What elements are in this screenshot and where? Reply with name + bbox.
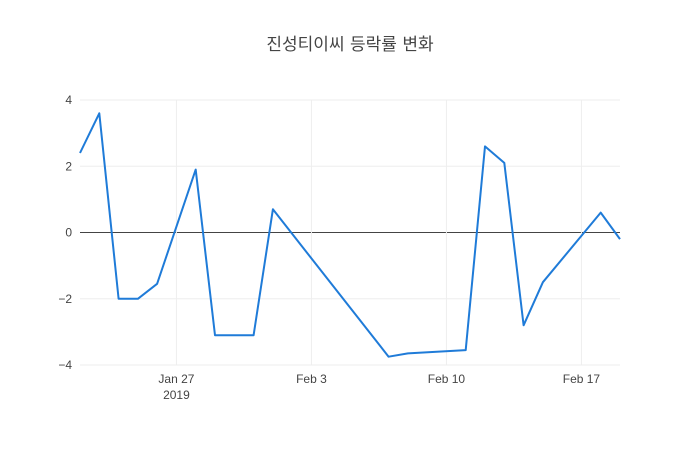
chart-title: 진성티이씨 등락률 변화 bbox=[266, 35, 434, 55]
grid-layer bbox=[80, 99, 620, 366]
x-tick-label: Jan 27 bbox=[158, 372, 194, 386]
x-tick-sublabel: 2019 bbox=[163, 388, 190, 402]
y-tick-label: 4 bbox=[65, 93, 72, 107]
series-line bbox=[79, 112, 621, 358]
y-tick-label: −4 bbox=[58, 358, 72, 372]
x-tick-label: Feb 10 bbox=[428, 372, 466, 386]
x-tick-label: Feb 17 bbox=[563, 372, 601, 386]
axis-layer: 4 2 0 −2 −4 Jan 27 2019 Feb 3 Feb 10 Feb 17 bbox=[58, 93, 600, 402]
y-tick-label: 0 bbox=[65, 226, 72, 240]
series-layer bbox=[79, 112, 621, 358]
y-tick-label: 2 bbox=[65, 159, 72, 173]
y-tick-label: −2 bbox=[58, 292, 72, 306]
x-tick-label: Feb 3 bbox=[296, 372, 327, 386]
